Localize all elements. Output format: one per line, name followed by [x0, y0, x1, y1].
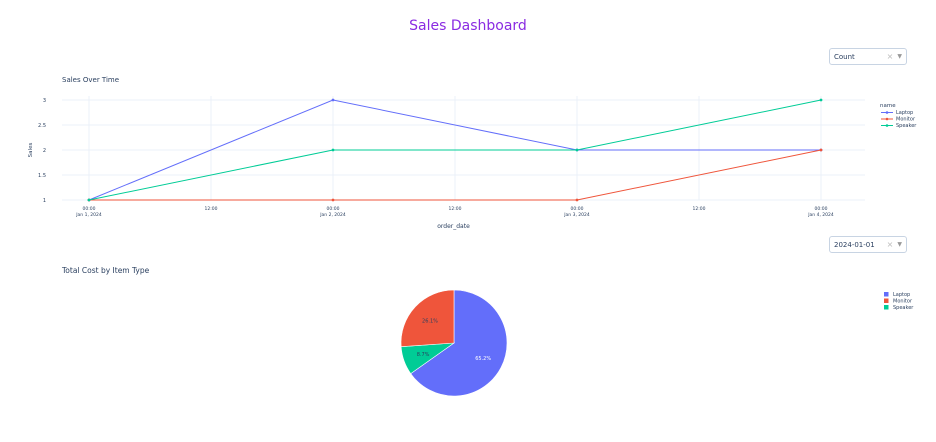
pie-legend-item-speaker: Speaker — [884, 305, 914, 311]
pie-slice-laptop — [410, 289, 508, 397]
date-dropdown-value: 2024-01-01 — [834, 240, 875, 249]
legend-swatch — [884, 292, 889, 297]
x-tick-label: Jan 3, 2024 — [563, 212, 590, 218]
pie-slice-label: 26.1% — [422, 319, 438, 325]
pie-slice-monitor — [400, 289, 455, 347]
page-title: Sales Dashboard — [409, 18, 527, 34]
x-tick-label: 12:00 — [205, 206, 218, 212]
legend-marker — [885, 111, 889, 114]
data-point-speaker — [575, 148, 579, 152]
legend-marker — [885, 117, 889, 121]
date-dropdown[interactable]: 2024-01-01 × ▼ — [829, 236, 907, 253]
legend-label: Laptop — [896, 110, 913, 116]
data-point-speaker — [819, 98, 823, 102]
data-point-laptop — [331, 98, 335, 102]
metric-dropdown[interactable]: Count × ▼ — [829, 48, 907, 65]
x-tick-label: 00:00 — [83, 206, 96, 212]
legend-swatch — [884, 298, 889, 303]
legend-label: Monitor — [896, 117, 916, 123]
legend-swatch — [884, 305, 889, 310]
legend-title: name — [880, 103, 896, 109]
legend-label: Speaker — [896, 123, 917, 129]
x-tick-label: Jan 1, 2024 — [75, 212, 102, 218]
metric-dropdown-value: Count — [834, 52, 855, 61]
pie-chart-title: Total Cost by Item Type — [62, 266, 150, 275]
pie-slice-label: 8.7% — [417, 352, 430, 358]
legend-item-monitor: Monitor — [881, 117, 916, 123]
x-tick-label: 00:00 — [815, 206, 828, 212]
x-tick-label: Jan 4, 2024 — [807, 212, 834, 218]
y-tick-label: 1 — [43, 198, 46, 204]
chevron-down-icon[interactable]: ▼ — [897, 241, 902, 248]
x-tick-label: 12:00 — [693, 206, 706, 212]
data-point-speaker — [87, 198, 91, 202]
y-tick-label: 2 — [43, 148, 46, 154]
data-point-speaker — [331, 148, 335, 152]
x-axis-label: order_date — [437, 223, 470, 230]
legend-label: Speaker — [893, 305, 914, 311]
y-axis-label: Sales — [28, 143, 34, 158]
pie-legend-item-laptop: Laptop — [884, 292, 910, 298]
x-tick-label: 00:00 — [327, 206, 340, 212]
legend-label: Laptop — [893, 292, 910, 298]
x-tick-label: Jan 2, 2024 — [319, 212, 346, 218]
series-line-laptop — [88, 99, 821, 201]
y-tick-label: 3 — [43, 98, 46, 104]
data-point-monitor — [819, 148, 823, 152]
line-chart-title: Sales Over Time — [62, 76, 120, 84]
x-tick-label: 12:00 — [449, 206, 462, 212]
pie-legend-item-monitor: Monitor — [884, 298, 913, 305]
close-icon[interactable]: × — [886, 240, 894, 249]
x-tick-label: 00:00 — [571, 206, 584, 212]
close-icon[interactable]: × — [886, 52, 894, 61]
data-point-monitor — [575, 198, 579, 202]
legend-label: Monitor — [893, 299, 913, 305]
series-line-speaker — [88, 99, 822, 201]
y-tick-label: 2.5 — [38, 123, 46, 129]
legend-marker — [885, 124, 889, 127]
pie-slice-label: 65.2% — [475, 356, 491, 362]
chevron-down-icon[interactable]: ▼ — [897, 53, 902, 60]
data-point-monitor — [331, 198, 335, 202]
legend-item-speaker: Speaker — [881, 123, 917, 129]
y-tick-label: 1.5 — [38, 173, 46, 179]
series-line-monitor — [89, 149, 822, 201]
legend-item-laptop: Laptop — [881, 110, 913, 116]
